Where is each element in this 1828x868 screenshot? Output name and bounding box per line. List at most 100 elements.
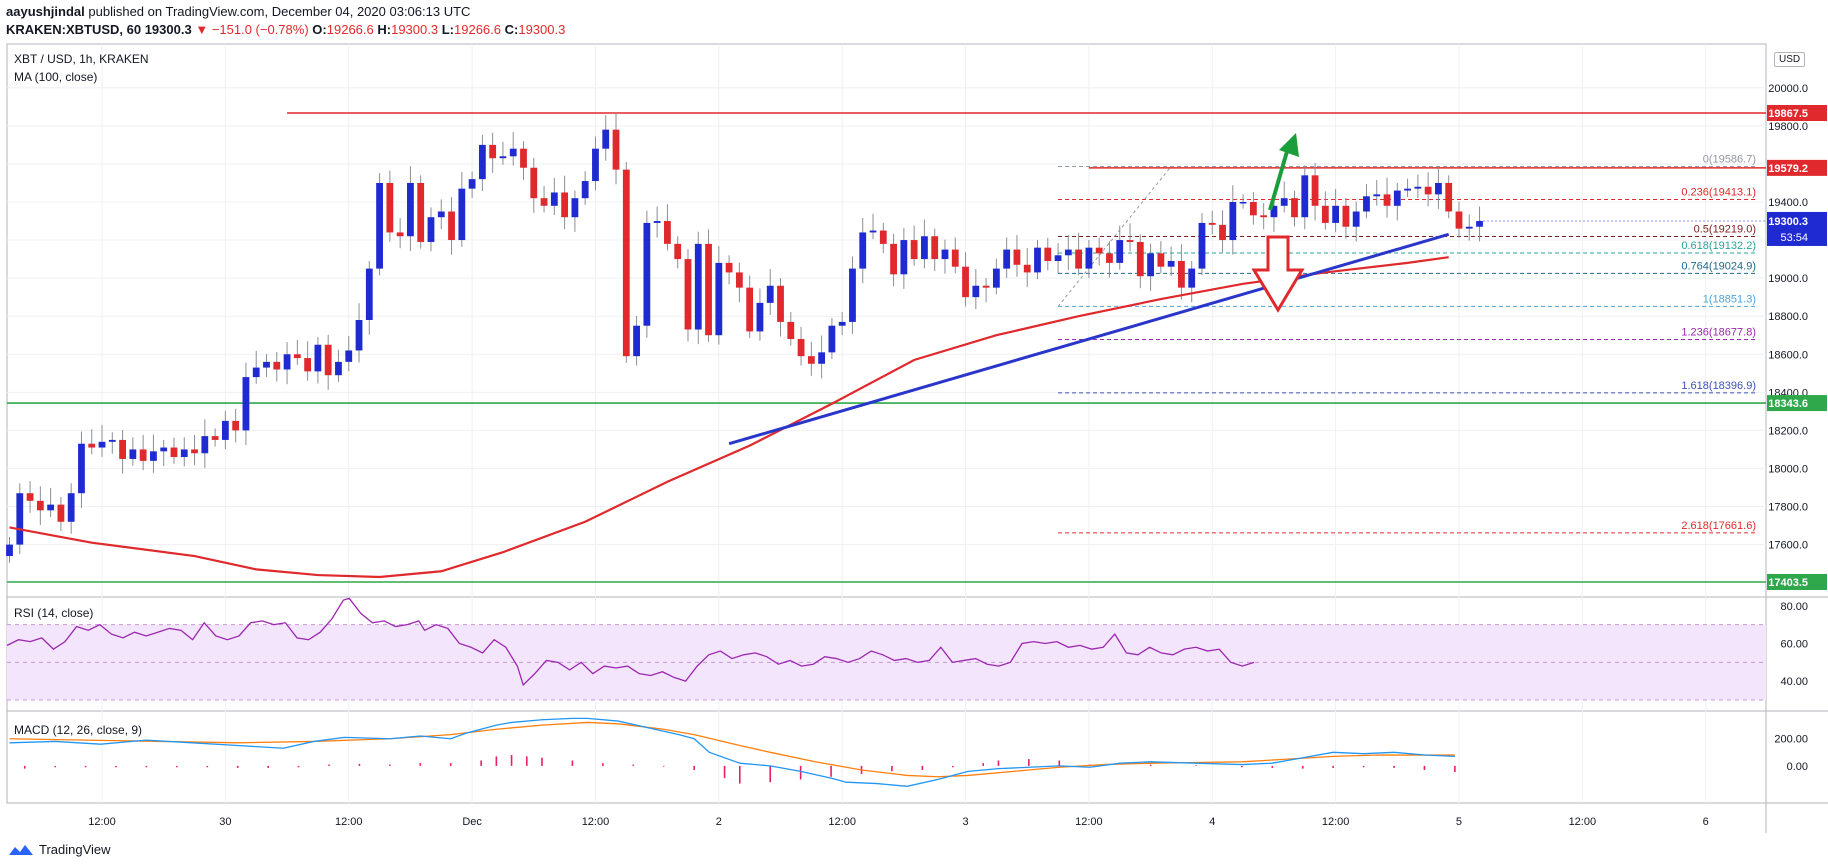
price-level-tag (1767, 105, 1827, 121)
candle-down (1126, 240, 1134, 242)
candle-up (47, 504, 55, 511)
candle-down (396, 232, 404, 237)
x-tick-label: 12:00 (828, 816, 856, 828)
candle-down (273, 361, 281, 370)
candle-up (756, 302, 764, 332)
fib-level-label: 1.236(18677.8) (1681, 326, 1756, 338)
candle-down (1157, 253, 1165, 267)
candle-down (293, 354, 301, 359)
candle-up (1373, 194, 1381, 197)
candle-down (540, 198, 548, 206)
candle-down (1445, 182, 1453, 212)
candle-down (1178, 260, 1185, 288)
y-tick-label: 19000.0 (1768, 273, 1808, 285)
x-tick-label: 4 (1209, 816, 1215, 828)
candle-down (386, 182, 394, 233)
candle-up (437, 211, 445, 218)
candle-up (941, 249, 949, 260)
candle-down (417, 182, 425, 242)
candle-up (1435, 182, 1442, 195)
fib-level-label: 2.618(17661.6) (1681, 520, 1756, 532)
candle-down (1291, 198, 1298, 218)
candle-down (26, 493, 34, 501)
candle-down (1260, 215, 1268, 218)
rsi-tick-label: 60.00 (1780, 639, 1808, 651)
y-tick-label: 18200.0 (1768, 425, 1808, 437)
price-level-tag-label: 17403.5 (1768, 577, 1808, 589)
symbol-label: KRAKEN:XBTUSD, 60 (6, 22, 142, 37)
candle-down (962, 266, 969, 298)
candle-up (1352, 211, 1360, 227)
last-price-tag-label: 19300.3 (1768, 216, 1808, 228)
macd-tick-label: 200.00 (1774, 734, 1808, 746)
candle-down (1219, 224, 1226, 241)
candle-up (129, 449, 137, 459)
candle-up (365, 268, 373, 320)
candle-down (170, 447, 178, 458)
candle-up (1167, 260, 1175, 267)
candle-up (201, 436, 209, 454)
ma100-line (9, 256, 1449, 579)
candle-down (1013, 249, 1021, 265)
x-tick-label: 12:00 (582, 816, 610, 828)
candle-up (550, 192, 558, 206)
fib-level-label: 0(19586.7) (1703, 153, 1756, 165)
candle-up (921, 236, 928, 260)
candle-up (818, 352, 826, 364)
candle-up (694, 243, 702, 330)
candle-up (1476, 221, 1483, 227)
candle-down (1342, 205, 1350, 227)
candle-up (407, 182, 414, 237)
candle-down (1424, 186, 1432, 195)
y-tick-label: 18800.0 (1768, 311, 1808, 323)
candle-up (221, 420, 229, 440)
candle-up (1147, 253, 1154, 277)
x-tick-label: 12:00 (1075, 816, 1103, 828)
candle-up (314, 344, 322, 372)
macd-tick-label: 0.00 (1787, 761, 1808, 773)
close-value: 19300.3 (518, 22, 566, 37)
fib-level-label: 0.764(19024.9) (1681, 260, 1756, 272)
candle-down (1075, 249, 1083, 269)
tradingview-logo-icon (9, 844, 33, 855)
candle-down (448, 211, 455, 241)
candle-down (191, 449, 198, 454)
x-tick-label: 3 (962, 816, 968, 828)
macd-signal-line (9, 721, 1455, 778)
candle-up (16, 493, 24, 545)
ohlc-bar: KRAKEN:XBTUSD, 60 19300.3 ▼ −151.0 (−0.7… (6, 22, 565, 37)
candle-up (592, 148, 599, 182)
support-trendline (728, 232, 1450, 446)
ma-indicator-title[interactable]: MA (100, close) (14, 70, 98, 84)
candle-up (499, 156, 507, 159)
y-tick-label: 18600.0 (1768, 349, 1808, 361)
publisher-name[interactable]: aayushjindal (6, 4, 85, 19)
candle-down (1321, 205, 1329, 223)
bearish-arrow (1251, 235, 1305, 313)
fib-level-label: 0.618(19132.2) (1681, 240, 1756, 252)
candle-up (1280, 198, 1288, 206)
candle-down (232, 420, 240, 431)
candle-down (612, 129, 620, 170)
candle-down (1095, 247, 1103, 254)
candle-up (345, 350, 353, 362)
candle-up (263, 361, 270, 368)
candle-up (1404, 188, 1411, 191)
rsi-indicator-title[interactable]: RSI (14, close) (14, 606, 94, 620)
currency-button[interactable]: USD (1774, 52, 1806, 67)
candle-down (489, 144, 497, 159)
macd-indicator-title[interactable]: MACD (12, 26, close, 9) (14, 723, 143, 737)
candle-up (160, 447, 168, 452)
candle-up (643, 222, 651, 326)
high-label: H: (377, 22, 392, 37)
candle-up (1229, 201, 1237, 241)
x-tick-label: 30 (219, 816, 231, 828)
fib-level-label: 0.236(19413.1) (1681, 186, 1756, 198)
x-tick-label: 12:00 (335, 816, 363, 828)
price-level-tag (1767, 159, 1827, 176)
tradingview-footer[interactable]: TradingView (8, 842, 111, 857)
x-tick-label: 12:00 (1569, 816, 1597, 828)
candle-down (879, 230, 887, 244)
price-level-tag (1767, 395, 1827, 412)
